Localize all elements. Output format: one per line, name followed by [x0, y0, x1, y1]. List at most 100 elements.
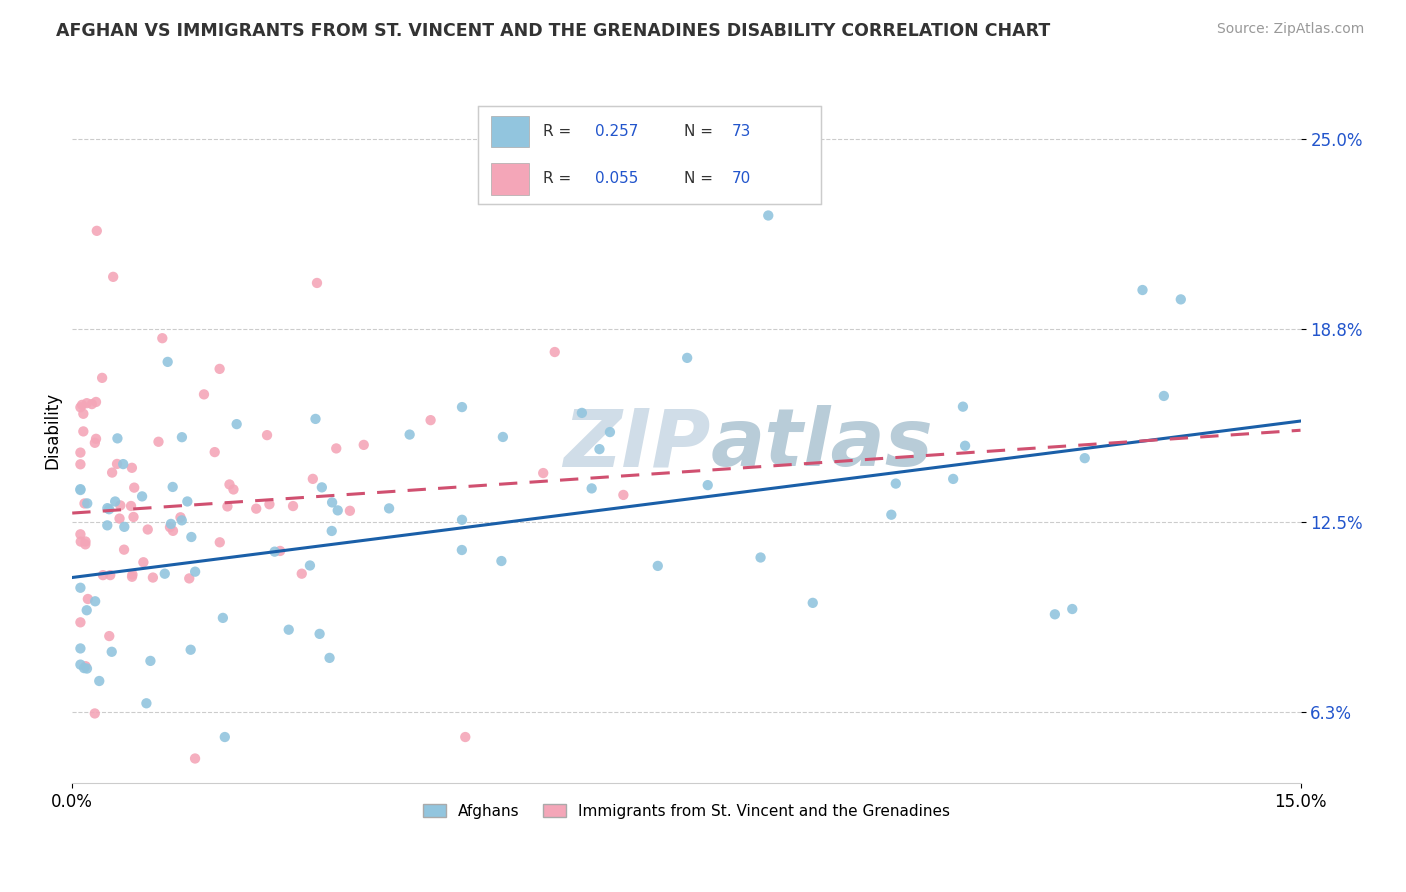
Point [259, 497, 281, 511]
Point [212, 611, 235, 625]
Point [1170, 293, 1192, 307]
Point [69, 527, 91, 541]
Point [98, 629, 121, 643]
Point [184, 565, 207, 579]
Text: atlas: atlas [711, 405, 934, 483]
Point [73, 496, 96, 510]
Point [69, 581, 91, 595]
Point [321, 495, 343, 509]
Point [75, 534, 97, 549]
Point [222, 483, 245, 497]
Point [101, 466, 124, 480]
Point [454, 730, 477, 744]
Point [150, 331, 173, 345]
Point [942, 472, 965, 486]
Point [72, 425, 94, 439]
Point [69, 641, 91, 656]
Point [450, 543, 472, 558]
Text: Source: ZipAtlas.com: Source: ZipAtlas.com [1216, 22, 1364, 37]
Point [419, 413, 441, 427]
Legend: Afghans, Immigrants from St. Vincent and the Grenadines: Afghans, Immigrants from St. Vincent and… [416, 797, 956, 825]
Point [749, 550, 772, 565]
Point [588, 442, 610, 457]
Point [83, 435, 105, 450]
Point [162, 480, 184, 494]
Point [76, 662, 98, 676]
Point [69, 657, 91, 672]
Point [121, 570, 143, 584]
Point [1132, 283, 1154, 297]
Point [204, 445, 226, 459]
Point [112, 542, 135, 557]
Point [491, 554, 513, 568]
Point [121, 460, 143, 475]
Point [110, 499, 132, 513]
Point [159, 520, 181, 534]
Point [101, 269, 124, 284]
Point [218, 477, 240, 491]
Point [353, 438, 375, 452]
Point [96, 518, 118, 533]
Point [131, 489, 153, 503]
Point [72, 407, 94, 421]
Point [75, 659, 97, 673]
Point [676, 351, 699, 365]
Point [76, 496, 98, 510]
Point [451, 513, 474, 527]
Point [73, 661, 96, 675]
Point [599, 425, 621, 439]
Point [170, 513, 193, 527]
Point [325, 442, 347, 456]
Point [75, 537, 97, 551]
Point [112, 520, 135, 534]
Point [96, 501, 118, 516]
Point [84, 594, 107, 608]
Point [153, 566, 176, 581]
Point [69, 458, 91, 472]
Point [80, 397, 103, 411]
Point [142, 570, 165, 584]
Point [148, 434, 170, 449]
Point [84, 395, 107, 409]
Point [69, 483, 91, 497]
Point [884, 476, 907, 491]
Point [179, 571, 201, 585]
Point [139, 654, 162, 668]
Point [121, 567, 143, 582]
Point [89, 673, 111, 688]
Point [122, 481, 145, 495]
Point [880, 508, 903, 522]
Point [1074, 451, 1097, 466]
Point [398, 427, 420, 442]
Point [69, 534, 91, 549]
Point [120, 499, 142, 513]
Point [69, 445, 91, 459]
Point [281, 499, 304, 513]
Point [98, 568, 121, 582]
Point [531, 466, 554, 480]
Point [69, 615, 91, 630]
Point [135, 696, 157, 710]
Point [70, 398, 93, 412]
Point [263, 544, 285, 558]
Point [571, 406, 593, 420]
Point [217, 500, 239, 514]
Point [84, 432, 107, 446]
Point [160, 516, 183, 531]
Point [308, 627, 330, 641]
Point [225, 417, 247, 431]
Point [492, 430, 515, 444]
Point [339, 504, 361, 518]
Point [451, 400, 474, 414]
Point [326, 503, 349, 517]
Point [756, 209, 779, 223]
Point [1043, 607, 1066, 622]
Point [208, 535, 231, 549]
Point [305, 276, 328, 290]
Point [105, 457, 128, 471]
Point [214, 730, 236, 744]
Point [311, 480, 333, 494]
Point [318, 651, 340, 665]
Point [952, 400, 974, 414]
Point [169, 510, 191, 524]
